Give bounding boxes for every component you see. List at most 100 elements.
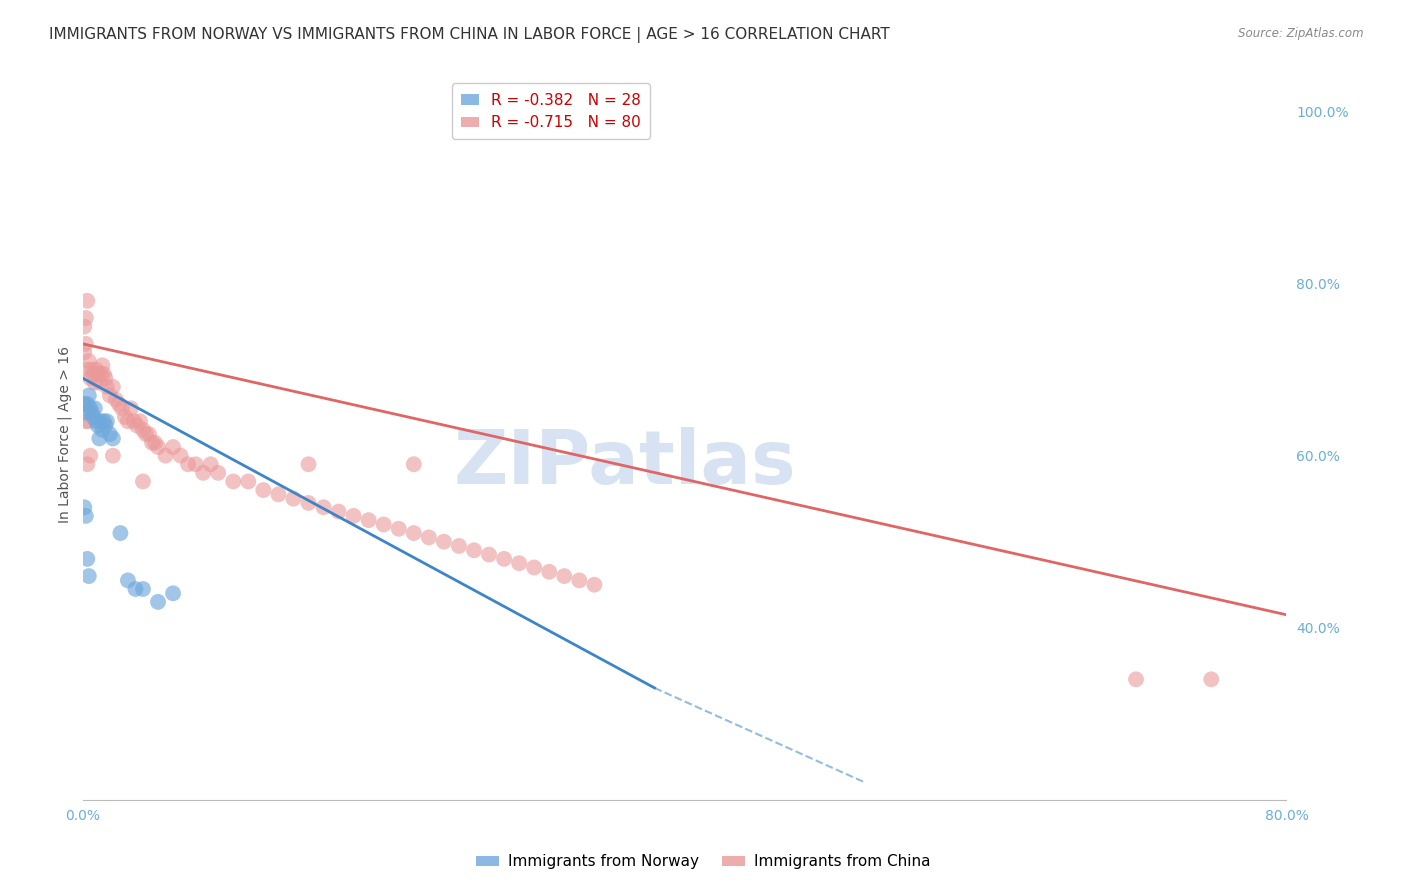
- Point: [76, 293, 98, 308]
- Point: [93, 367, 115, 381]
- Point: [101, 380, 124, 394]
- Point: [86, 414, 108, 428]
- Point: [508, 556, 530, 570]
- Point: [138, 427, 160, 442]
- Point: [76, 362, 98, 376]
- Point: [96, 414, 118, 428]
- Point: [478, 548, 501, 562]
- Point: [447, 539, 470, 553]
- Point: [143, 435, 166, 450]
- Legend: Immigrants from Norway, Immigrants from China: Immigrants from Norway, Immigrants from …: [470, 848, 936, 875]
- Point: [135, 427, 157, 442]
- Point: [523, 560, 546, 574]
- Point: [101, 449, 124, 463]
- Point: [117, 414, 139, 428]
- Text: ZIPatlas: ZIPatlas: [453, 427, 796, 500]
- Point: [80, 406, 103, 420]
- Point: [125, 418, 148, 433]
- Point: [79, 371, 101, 385]
- Point: [75, 508, 97, 523]
- Point: [73, 397, 96, 411]
- Point: [343, 508, 366, 523]
- Point: [162, 586, 184, 600]
- Point: [76, 397, 98, 411]
- Point: [494, 552, 516, 566]
- Point: [76, 552, 98, 566]
- Point: [252, 483, 274, 497]
- Point: [83, 376, 105, 390]
- Point: [75, 406, 97, 420]
- Point: [583, 577, 606, 591]
- Point: [73, 319, 96, 334]
- Point: [568, 574, 591, 588]
- Point: [297, 496, 319, 510]
- Point: [267, 487, 290, 501]
- Point: [75, 336, 97, 351]
- Point: [108, 397, 131, 411]
- Point: [238, 475, 260, 489]
- Point: [82, 367, 104, 381]
- Point: [328, 505, 350, 519]
- Point: [146, 440, 169, 454]
- Point: [124, 582, 146, 596]
- Point: [94, 418, 117, 433]
- Point: [433, 534, 456, 549]
- Point: [418, 530, 440, 544]
- Point: [80, 362, 103, 376]
- Point: [91, 359, 114, 373]
- Point: [89, 376, 111, 390]
- Point: [94, 371, 117, 385]
- Point: [357, 513, 380, 527]
- Text: IMMIGRANTS FROM NORWAY VS IMMIGRANTS FROM CHINA IN LABOR FORCE | AGE > 16 CORREL: IMMIGRANTS FROM NORWAY VS IMMIGRANTS FRO…: [49, 27, 890, 43]
- Point: [87, 367, 110, 381]
- Point: [388, 522, 411, 536]
- Point: [91, 423, 114, 437]
- Point: [82, 409, 104, 424]
- Point: [86, 362, 108, 376]
- Point: [373, 517, 395, 532]
- Point: [73, 345, 96, 359]
- Point: [402, 526, 425, 541]
- Point: [177, 457, 200, 471]
- Point: [73, 500, 96, 515]
- Point: [104, 392, 127, 407]
- Point: [132, 475, 155, 489]
- Point: [90, 367, 112, 381]
- Point: [77, 388, 100, 402]
- Point: [1125, 673, 1147, 687]
- Point: [77, 569, 100, 583]
- Point: [207, 466, 229, 480]
- Point: [114, 409, 136, 424]
- Point: [162, 440, 184, 454]
- Point: [132, 582, 155, 596]
- Point: [73, 397, 96, 411]
- Point: [191, 466, 214, 480]
- Point: [79, 449, 101, 463]
- Point: [87, 418, 110, 433]
- Point: [98, 427, 121, 442]
- Y-axis label: In Labor Force | Age > 16: In Labor Force | Age > 16: [58, 345, 72, 523]
- Point: [132, 423, 155, 437]
- Point: [122, 414, 145, 428]
- Point: [283, 491, 305, 506]
- Point: [222, 475, 245, 489]
- Point: [117, 574, 139, 588]
- Point: [98, 388, 121, 402]
- Point: [184, 457, 207, 471]
- Point: [169, 449, 191, 463]
- Point: [553, 569, 575, 583]
- Point: [89, 432, 111, 446]
- Point: [77, 414, 100, 428]
- Point: [129, 414, 152, 428]
- Point: [96, 380, 118, 394]
- Point: [93, 414, 115, 428]
- Point: [90, 414, 112, 428]
- Point: [120, 401, 142, 416]
- Point: [77, 354, 100, 368]
- Legend: R = -0.382   N = 28, R = -0.715   N = 80: R = -0.382 N = 28, R = -0.715 N = 80: [451, 84, 651, 139]
- Point: [402, 457, 425, 471]
- Point: [83, 401, 105, 416]
- Point: [75, 414, 97, 428]
- Point: [76, 457, 98, 471]
- Point: [111, 401, 134, 416]
